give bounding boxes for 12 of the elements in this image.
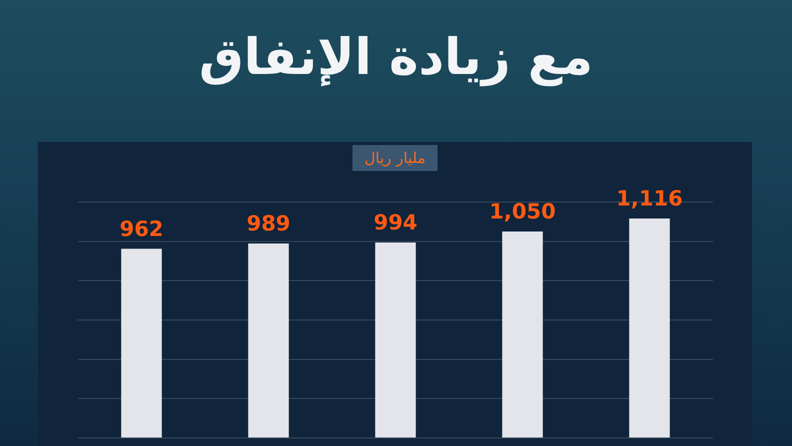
bar (121, 248, 162, 438)
chart-title: مع زيادة الإنفاق (198, 27, 594, 88)
data-label: 1,116 (616, 186, 683, 210)
data-label: 1,050 (489, 199, 556, 224)
data-label: 989 (246, 211, 290, 236)
y-axis-title: مليار ريال (352, 145, 438, 171)
bar (629, 218, 670, 438)
bar (502, 232, 543, 438)
data-label: 962 (120, 216, 164, 241)
data-label: 994 (374, 210, 418, 234)
bar (375, 242, 416, 438)
bar (248, 243, 289, 438)
